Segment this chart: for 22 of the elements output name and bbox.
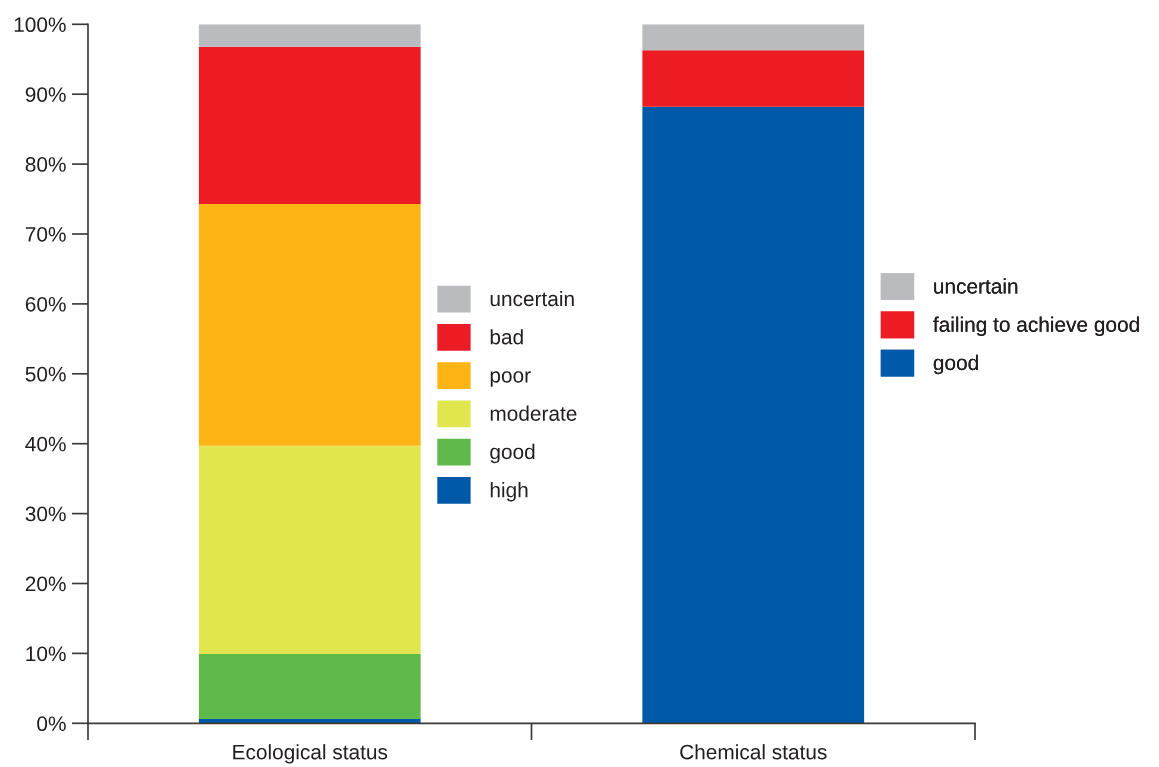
legend-label: good [490,443,535,464]
legend-label: good [933,354,978,375]
y-tick-label: 10% [26,646,66,662]
legend-label: uncertain [490,290,574,307]
legend-label: high [490,482,528,502]
legend-label: uncertain [934,278,1018,294]
y-tick-label: 80% [25,157,66,172]
legend-label: bad [490,329,523,345]
y-tick-label: 70% [25,227,66,242]
legend-label: failing to achieve good [933,316,1139,337]
x-tick-label: Ecological status [233,744,388,764]
y-tick-label: 90% [25,87,66,102]
y-tick-label: 20% [25,576,66,592]
y-tick-label: 100% [14,17,66,33]
y-tick-label: 30% [25,506,66,522]
y-tick-label: 40% [25,436,66,452]
legend-label: poor [490,371,531,387]
x-tick-label: Chemical status [680,744,827,760]
y-tick-label: 50% [25,366,66,382]
y-tick-label: 0% [37,716,66,732]
legend-label: moderate [490,405,577,421]
y-tick-label: 60% [25,296,66,312]
